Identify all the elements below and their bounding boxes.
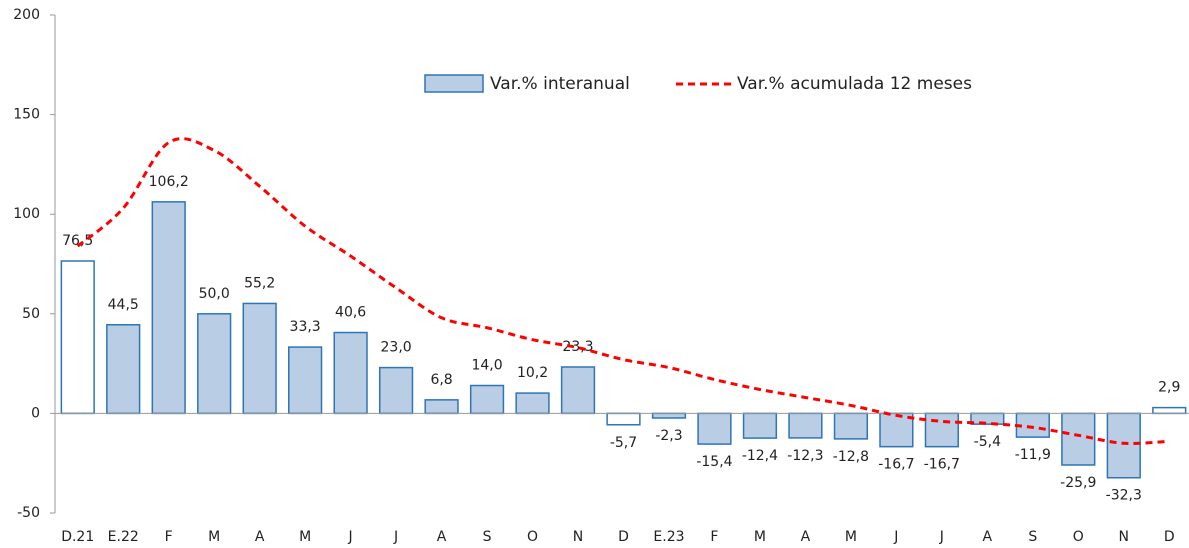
- x-tick-label: M: [845, 529, 857, 545]
- bar: [833, 412, 869, 440]
- x-tick-label: M: [208, 529, 220, 545]
- data-label: -16,7: [924, 457, 960, 473]
- x-tick-label: N: [573, 529, 583, 545]
- bar: [333, 331, 368, 415]
- bar: [1106, 412, 1141, 479]
- data-label: 2,9: [1158, 380, 1180, 396]
- x-tick-label: M: [754, 529, 766, 545]
- x-tick-label: D.21: [61, 529, 94, 545]
- legend-label: Var.% interanual: [490, 74, 630, 94]
- x-tick-label: A: [801, 529, 811, 545]
- y-tick-label: 100: [13, 206, 40, 222]
- data-label: 23,3: [562, 339, 593, 355]
- x-tick-label: O: [527, 529, 538, 545]
- bar: [1061, 412, 1096, 466]
- x-tick-label: A: [983, 529, 993, 545]
- x-tick-label: J: [393, 529, 398, 545]
- data-label: -32,3: [1106, 488, 1142, 504]
- y-tick-label: 50: [22, 306, 40, 322]
- bar: [742, 412, 778, 439]
- y-tick-label: 200: [13, 7, 40, 23]
- bar: [469, 384, 505, 415]
- x-tick-label: S: [1028, 529, 1037, 545]
- x-tick-label: E.22: [108, 529, 139, 545]
- bar: [651, 412, 687, 419]
- bar: [197, 313, 232, 415]
- data-label: 23,0: [381, 340, 412, 356]
- y-tick-label: -50: [17, 505, 40, 521]
- line: [76, 137, 1170, 445]
- data-label: -12,8: [833, 449, 869, 465]
- data-label: -12,3: [787, 448, 823, 464]
- bar: [242, 302, 277, 415]
- bar: [697, 412, 732, 445]
- bar: [560, 366, 596, 415]
- x-tick-label: S: [483, 529, 492, 545]
- bar: [151, 201, 186, 415]
- data-label: 55,2: [244, 275, 275, 291]
- data-label: 44,5: [108, 297, 139, 313]
- bar: [424, 399, 459, 415]
- bar: [106, 324, 141, 415]
- data-label: -16,7: [878, 457, 914, 473]
- x-tick-label: J: [893, 529, 898, 545]
- bar: [288, 346, 323, 415]
- y-tick-label: 150: [13, 107, 40, 123]
- bar: [515, 392, 550, 415]
- bar: [378, 366, 414, 415]
- x-tick-label: A: [437, 529, 447, 545]
- data-label: -5,7: [610, 435, 637, 451]
- x-tick-label: D: [1164, 529, 1175, 545]
- bar: [1152, 406, 1187, 415]
- x-tick-label: E.23: [653, 529, 684, 545]
- data-label: 10,2: [517, 365, 548, 381]
- data-label: -5,4: [974, 434, 1001, 450]
- data-label: -2,3: [655, 428, 682, 444]
- x-tick-label: J: [348, 529, 353, 545]
- data-label: -12,4: [742, 448, 778, 464]
- x-tick-label: F: [710, 529, 718, 545]
- x-tick-label: N: [1119, 529, 1129, 545]
- data-label: -25,9: [1060, 475, 1096, 491]
- data-label: 40,6: [335, 305, 366, 321]
- data-label: 76,5: [62, 233, 93, 249]
- data-label: -15,4: [696, 454, 732, 470]
- x-tick-label: D: [618, 529, 629, 545]
- x-tick-label: M: [299, 529, 311, 545]
- x-tick-label: J: [939, 529, 944, 545]
- bar: [970, 412, 1005, 425]
- legend-label: Var.% acumulada 12 meses: [737, 74, 972, 94]
- y-tick-label: 0: [31, 405, 40, 421]
- data-label: 14,0: [471, 358, 502, 374]
- x-tick-label: A: [255, 529, 265, 545]
- data-label: 106,2: [149, 174, 189, 190]
- data-label: 50,0: [199, 286, 230, 302]
- data-label: -11,9: [1015, 447, 1051, 463]
- data-label: 33,3: [290, 319, 321, 335]
- bar: [924, 412, 959, 448]
- x-tick-label: O: [1073, 529, 1084, 545]
- bar: [60, 260, 95, 415]
- bar: [606, 412, 641, 426]
- data-label: 6,8: [430, 372, 452, 388]
- legend-swatch: [424, 74, 484, 93]
- x-tick-label: F: [165, 529, 173, 545]
- bar: [788, 412, 823, 439]
